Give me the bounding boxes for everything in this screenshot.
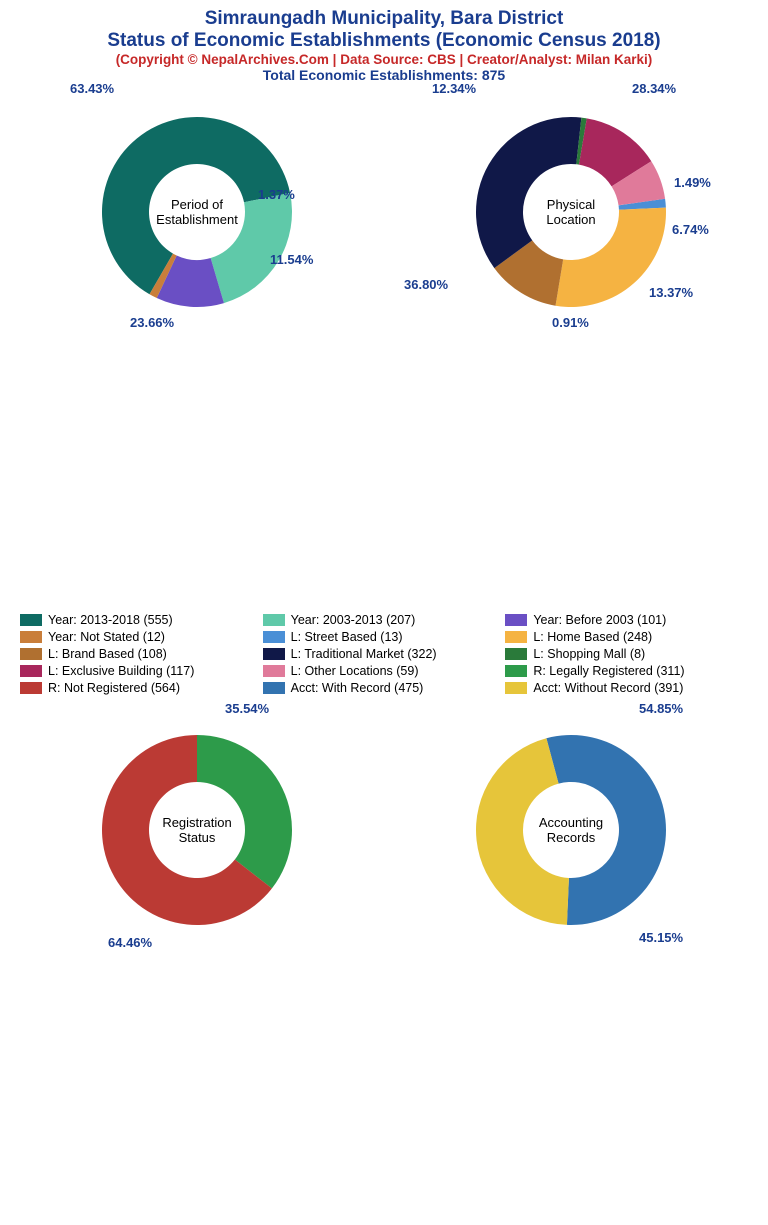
charts-grid: Period of Establishment63.43%23.66%11.54…: [0, 87, 768, 607]
legend-item-11: R: Legally Registered (311): [505, 664, 738, 678]
legend-text: L: Traditional Market (322): [291, 647, 437, 661]
chart-registration: Registration Status35.54%64.46%: [10, 705, 384, 965]
registration-pct-label-1: 64.46%: [108, 935, 152, 950]
legend-swatch: [505, 614, 527, 626]
location-pct-label-1: 28.34%: [632, 81, 676, 96]
legend-text: L: Home Based (248): [533, 630, 652, 644]
copyright-line: (Copyright © NepalArchives.Com | Data So…: [0, 52, 768, 67]
legend-swatch: [20, 631, 42, 643]
location-pct-label-4: 0.91%: [552, 315, 589, 330]
legend-swatch: [263, 648, 285, 660]
legend-item-12: R: Not Registered (564): [20, 681, 253, 695]
legend-item-4: L: Street Based (13): [263, 630, 496, 644]
accounting-pct-label-1: 45.15%: [639, 930, 683, 945]
legend-swatch: [20, 648, 42, 660]
legend-text: L: Exclusive Building (117): [48, 664, 194, 678]
period-pct-label-2: 11.54%: [270, 252, 313, 267]
legend-item-0: Year: 2013-2018 (555): [20, 613, 253, 627]
legend-text: Acct: Without Record (391): [533, 681, 683, 695]
legend-swatch: [263, 682, 285, 694]
legend-text: Acct: With Record (475): [291, 681, 424, 695]
chart-location: Physical Location1.49%28.34%12.34%36.80%…: [384, 87, 758, 347]
legend-text: L: Street Based (13): [291, 630, 403, 644]
period-pct-label-0: 63.43%: [70, 81, 114, 96]
legend-item-2: Year: Before 2003 (101): [505, 613, 738, 627]
period-pct-label-3: 1.37%: [258, 187, 295, 202]
period-pct-label-1: 23.66%: [130, 315, 174, 330]
legend-swatch: [263, 614, 285, 626]
legend-item-14: Acct: Without Record (391): [505, 681, 738, 695]
accounting-center-label: Accounting Records: [526, 815, 616, 845]
legend-item-3: Year: Not Stated (12): [20, 630, 253, 644]
legend-text: L: Brand Based (108): [48, 647, 167, 661]
legend-item-5: L: Home Based (248): [505, 630, 738, 644]
registration-center-label: Registration Status: [152, 815, 242, 845]
location-pct-label-6: 6.74%: [672, 222, 709, 237]
legend-item-10: L: Other Locations (59): [263, 664, 496, 678]
location-pct-label-5: 13.37%: [649, 285, 693, 300]
legend-swatch: [505, 682, 527, 694]
title-line-1: Simraungadh Municipality, Bara District: [0, 8, 768, 30]
legend-swatch: [505, 665, 527, 677]
legend-text: Year: Not Stated (12): [48, 630, 165, 644]
location-pct-label-2: 12.34%: [432, 81, 476, 96]
legend-swatch: [263, 665, 285, 677]
legend-text: R: Not Registered (564): [48, 681, 180, 695]
chart-accounting: Accounting Records54.85%45.15%: [384, 705, 758, 965]
header: Simraungadh Municipality, Bara District …: [0, 0, 768, 83]
period-donut: Period of Establishment: [82, 97, 312, 327]
legend-text: Year: 2003-2013 (207): [291, 613, 416, 627]
location-center-label: Physical Location: [526, 197, 616, 227]
legend-swatch: [263, 631, 285, 643]
legend-item-1: Year: 2003-2013 (207): [263, 613, 496, 627]
legend-swatch: [505, 631, 527, 643]
legend-swatch: [505, 648, 527, 660]
legend-swatch: [20, 614, 42, 626]
registration-slice-0: [197, 735, 292, 888]
legend-swatch: [20, 665, 42, 677]
location-pct-label-0: 1.49%: [674, 175, 711, 190]
registration-donut: Registration Status: [82, 715, 312, 945]
title-line-2: Status of Economic Establishments (Econo…: [0, 30, 768, 52]
chart-period: Period of Establishment63.43%23.66%11.54…: [10, 87, 384, 347]
period-center-label: Period of Establishment: [152, 197, 242, 227]
legend-item-8: L: Shopping Mall (8): [505, 647, 738, 661]
accounting-pct-label-0: 54.85%: [639, 701, 683, 716]
legend-swatch: [20, 682, 42, 694]
charts-grid-2: Registration Status35.54%64.46% Accounti…: [0, 705, 768, 1225]
legend-text: R: Legally Registered (311): [533, 664, 684, 678]
registration-pct-label-0: 35.54%: [225, 701, 269, 716]
legend: Year: 2013-2018 (555) Year: 2003-2013 (20…: [0, 607, 768, 701]
legend-text: L: Other Locations (59): [291, 664, 419, 678]
legend-item-13: Acct: With Record (475): [263, 681, 496, 695]
legend-item-7: L: Traditional Market (322): [263, 647, 496, 661]
legend-text: Year: 2013-2018 (555): [48, 613, 173, 627]
location-pct-label-3: 36.80%: [404, 277, 448, 292]
legend-text: L: Shopping Mall (8): [533, 647, 645, 661]
legend-item-9: L: Exclusive Building (117): [20, 664, 253, 678]
legend-text: Year: Before 2003 (101): [533, 613, 666, 627]
accounting-donut: Accounting Records: [456, 715, 686, 945]
legend-item-6: L: Brand Based (108): [20, 647, 253, 661]
